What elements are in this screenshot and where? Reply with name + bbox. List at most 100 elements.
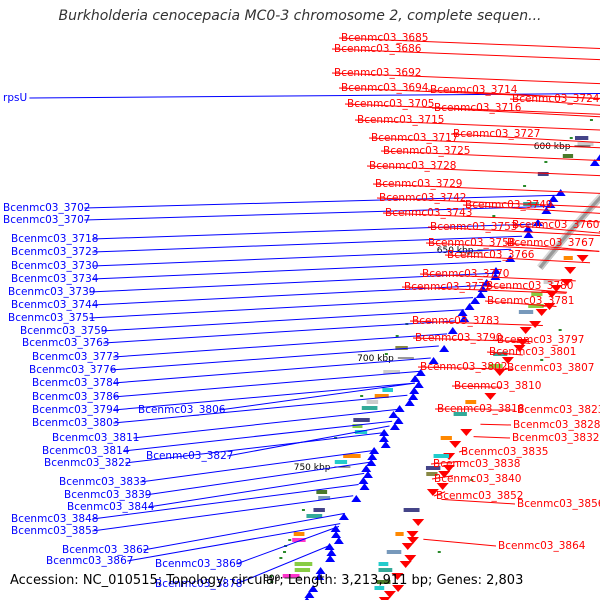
reverse-gene [442, 465, 455, 472]
feature-block [382, 388, 393, 392]
right-leader-line [382, 212, 600, 223]
marker-dot [492, 215, 496, 217]
left-leader-line [145, 461, 370, 496]
right-leader-line [462, 204, 600, 214]
kbp-tick-label: 800 [263, 574, 280, 584]
forward-gene [532, 219, 543, 226]
right-leader-line [431, 475, 454, 480]
forward-gene [548, 195, 559, 202]
forward-gene [333, 537, 344, 544]
feature-block [334, 460, 348, 464]
left-leader-line [92, 235, 523, 253]
marker-dot [523, 185, 527, 187]
right-gene-label: Bcenmc03_3714 [430, 84, 518, 96]
right-leader-line [441, 498, 516, 505]
feature-block [361, 406, 378, 410]
right-gene-label: Bcenmc03_3717 [371, 132, 458, 144]
forward-gene [439, 345, 450, 352]
left-gene-label: Bcenmc03_3707 [3, 214, 90, 226]
right-leader-line [486, 351, 523, 356]
forward-gene [330, 525, 341, 532]
reverse-gene [519, 327, 532, 334]
left-gene-label: Bcenmc03_3839 [64, 489, 151, 501]
left-leader-line [125, 431, 386, 464]
right-gene-label: Bcenmc03_3749 [465, 199, 552, 211]
forward-gene [413, 381, 424, 388]
forward-gene [457, 309, 468, 316]
marker-dot [301, 509, 305, 511]
right-gene-label: Bcenmc03_3716 [434, 102, 522, 114]
forward-gene [380, 441, 391, 448]
reverse-gene [529, 321, 542, 328]
right-leader-line [484, 300, 557, 307]
marker-dot [544, 161, 548, 163]
left-leader-line [113, 333, 448, 358]
right-leader-line [509, 224, 600, 234]
feature-block [488, 364, 503, 368]
left-gene-label: Bcenmc03_3869 [155, 558, 242, 570]
reverse-gene [449, 441, 462, 448]
right-gene-label: Bcenmc03_3856 [517, 498, 600, 510]
reverse-gene [399, 561, 412, 568]
forward-gene [367, 453, 378, 460]
right-gene-label: Bcenmc03_3686 [334, 43, 422, 55]
forward-gene [447, 327, 458, 334]
feature-block [292, 538, 306, 542]
forward-gene [459, 315, 470, 322]
feature-block [294, 562, 313, 566]
left-gene-label: Bcenmc03_3811 [52, 432, 139, 444]
right-gene-label: Bcenmc03_3724 [512, 93, 600, 105]
forward-gene [589, 159, 600, 166]
left-leader-line [89, 297, 474, 319]
feature-block [294, 568, 311, 572]
reverse-gene [383, 591, 396, 598]
right-leader-line [494, 339, 531, 345]
left-gene-label: Bcenmc03_3878 [155, 578, 242, 590]
feature-block [574, 136, 589, 140]
right-leader-line [427, 226, 600, 237]
forward-gene [314, 573, 325, 580]
right-leader-line [473, 436, 511, 439]
right-leader-line [425, 242, 600, 252]
left-gene-label: Bcenmc03_3763 [22, 337, 109, 349]
right-leader-line [354, 119, 600, 131]
left-leader-line [92, 484, 359, 520]
accession-text: Accession: NC_010515 [10, 573, 158, 588]
feature-block [518, 310, 534, 314]
left-gene-label: Bcenmc03_3759 [20, 325, 107, 337]
right-leader-line [504, 242, 600, 252]
left-gene-label: Bcenmc03_3744 [11, 299, 99, 311]
reverse-gene [426, 489, 439, 496]
right-leader-line [433, 491, 446, 497]
left-gene-label: Bcenmc03_3739 [8, 286, 95, 298]
marker-dot [395, 335, 399, 337]
forward-gene [409, 387, 420, 394]
left-gene-label: Bcenmc03_3833 [59, 476, 146, 488]
left-leader-line [84, 194, 559, 209]
forward-gene [404, 399, 415, 406]
left-gene-label: Bcenmc03_3867 [46, 555, 133, 567]
right-leader-line [444, 254, 591, 264]
left-gene-label: Bcenmc03_3784 [32, 377, 120, 389]
right-gene-label: Bcenmc03_3692 [334, 67, 421, 79]
reverse-gene [436, 483, 449, 490]
forward-gene [595, 154, 600, 160]
forward-gene [351, 495, 362, 502]
left-gene-label: Bcenmc03_3794 [32, 404, 120, 416]
right-gene-label: Bcenmc03_3828 [513, 419, 600, 431]
left-leader-line [101, 309, 465, 332]
forward-gene [325, 555, 336, 562]
reverse-gene [543, 303, 556, 310]
right-gene-label: Bcenmc03_3742 [379, 192, 466, 204]
right-leader-line [372, 183, 600, 194]
page-title: Burkholderia cenocepacia MC0-3 chromosom… [58, 8, 542, 24]
left-leader-line [29, 93, 600, 99]
feature-block [493, 352, 508, 356]
right-leader-line [331, 48, 600, 61]
feature-block [433, 454, 450, 458]
forward-gene [389, 423, 400, 430]
reverse-gene [576, 255, 589, 262]
feature-block [465, 400, 477, 404]
